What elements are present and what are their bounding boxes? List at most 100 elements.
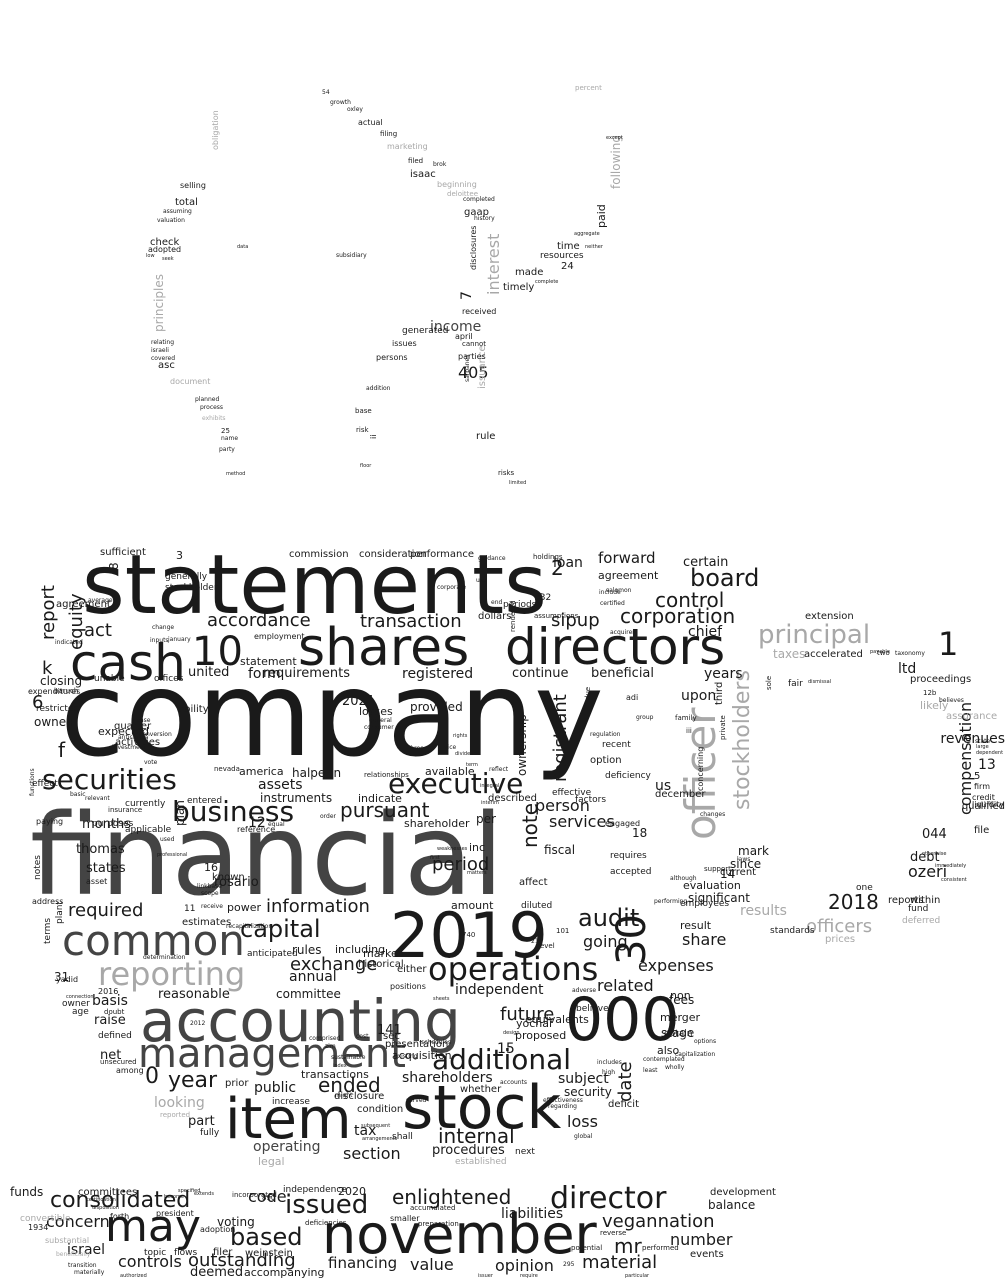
cloud-word: voting [217, 1215, 255, 1229]
cloud-word: interim [481, 800, 499, 806]
cloud-word: internal [438, 1124, 515, 1148]
cloud-word: private [719, 715, 727, 740]
cloud-word: operations [428, 950, 599, 988]
cloud-word: additional [432, 1043, 572, 1076]
cloud-word: 2012 [190, 1020, 206, 1027]
cloud-word: business [172, 795, 295, 828]
cloud-word: issued [285, 1190, 369, 1220]
cloud-word: 1 [938, 625, 959, 663]
cloud-word: assets [258, 777, 303, 793]
cloud-word: described [488, 793, 537, 804]
cloud-word: changes [700, 811, 726, 818]
cloud-word: generated [402, 326, 449, 336]
cloud-word: relevant [85, 795, 110, 802]
cloud-word: executive [388, 767, 524, 800]
cloud-word: financial [30, 791, 504, 921]
cloud-word: company [60, 645, 604, 783]
cloud-word: prior [225, 1078, 249, 1089]
cloud-word: complete [535, 279, 559, 285]
cloud-word: owner [62, 999, 90, 1009]
cloud-word: sufficient [100, 547, 146, 558]
cloud-word: accelerated [804, 649, 863, 660]
cloud-word: recent [602, 740, 631, 750]
cloud-word: raise [94, 1013, 126, 1028]
cloud-word: design [503, 1030, 520, 1036]
cloud-word: 18 [632, 826, 648, 840]
cloud-word: chief [688, 624, 723, 640]
cloud-word: officers [806, 916, 873, 937]
cloud-word: services [549, 812, 615, 831]
cloud-word: risk [356, 426, 369, 434]
cloud-word: insurance [108, 806, 143, 814]
cloud-word: diluted [521, 901, 553, 911]
cloud-word: deficiencies [305, 1219, 347, 1227]
cloud-word: paying [36, 817, 64, 826]
cloud-word: check [150, 237, 180, 248]
cloud-word: concerning [696, 746, 705, 791]
cloud-word: vegannation [602, 1211, 715, 1232]
cloud-word: comprised [309, 1035, 341, 1042]
cloud-word: liquidity [972, 800, 1004, 809]
cloud-word: materially [74, 1269, 105, 1276]
cloud-word: likely [920, 699, 949, 712]
cloud-word: change [152, 624, 175, 631]
cloud-word: reporting [98, 955, 246, 993]
cloud-word: positions [390, 982, 426, 991]
cloud-word: yadid [56, 975, 79, 984]
cloud-word: rosario [214, 875, 259, 890]
cloud-word: determination [143, 954, 186, 961]
cloud-word: owned [34, 715, 74, 729]
cloud-word: beginning [437, 180, 477, 189]
cloud-word: schedules [421, 1039, 452, 1046]
cloud-word: might [335, 1092, 353, 1099]
cloud-word: dependent [976, 750, 1004, 756]
cloud-word: among [116, 1066, 144, 1075]
cloud-word: 12b [923, 689, 937, 697]
cloud-word: 54 [322, 89, 330, 96]
cloud-word: transition [68, 1262, 97, 1269]
cloud-word: baruch [54, 687, 79, 695]
cloud-word: subsidiary [336, 252, 367, 259]
cloud-word: notes [33, 855, 43, 880]
cloud-word: cannot [462, 340, 487, 348]
cloud-word: public [254, 1080, 297, 1096]
cloud-word: family [675, 714, 697, 722]
cloud-word: halperin [292, 766, 342, 780]
cloud-word: proceedings [910, 674, 972, 685]
cloud-word: losses [359, 705, 393, 718]
cloud-word: plant [55, 901, 65, 924]
cloud-word: concern [46, 1212, 110, 1231]
cloud-word: shareholder [404, 817, 470, 830]
cloud-word: regulation [590, 731, 621, 738]
cloud-word: stockholders [730, 670, 755, 810]
cloud-word: global [574, 1133, 593, 1140]
cloud-word: form [248, 666, 281, 682]
cloud-word: options [694, 1038, 717, 1045]
cloud-word: 2020 [338, 1185, 366, 1198]
cloud-word: operating [253, 1139, 321, 1155]
cloud-word: power [227, 901, 261, 914]
cloud-word: assuming [163, 208, 192, 215]
cloud-word: looking [154, 1095, 205, 1111]
cloud-word: smaller [390, 1214, 420, 1223]
cloud-word: since [730, 857, 762, 871]
cloud-word: extension [805, 611, 854, 622]
cloud-word: equal [268, 821, 285, 828]
cloud-word: united [188, 665, 230, 680]
cloud-word: standards [770, 926, 815, 936]
cloud-word: name [221, 435, 239, 442]
cloud-word: topic [144, 1248, 167, 1258]
cloud-word: december [655, 789, 706, 800]
cloud-word: ended [318, 1073, 381, 1097]
cloud-word: selling [180, 181, 206, 190]
cloud-word: plan [173, 800, 187, 826]
cloud-word: stage [661, 1026, 695, 1040]
cloud-word: consistent [941, 877, 967, 883]
cloud-word: whether [460, 1084, 502, 1095]
cloud-word: 10 [192, 629, 243, 675]
cloud-word: planned [195, 396, 220, 403]
cloud-word: weinstein [245, 1248, 293, 1259]
cloud-word: interest [484, 233, 503, 295]
cloud-word: principal [758, 620, 871, 650]
cloud-word: conversion [139, 731, 172, 738]
